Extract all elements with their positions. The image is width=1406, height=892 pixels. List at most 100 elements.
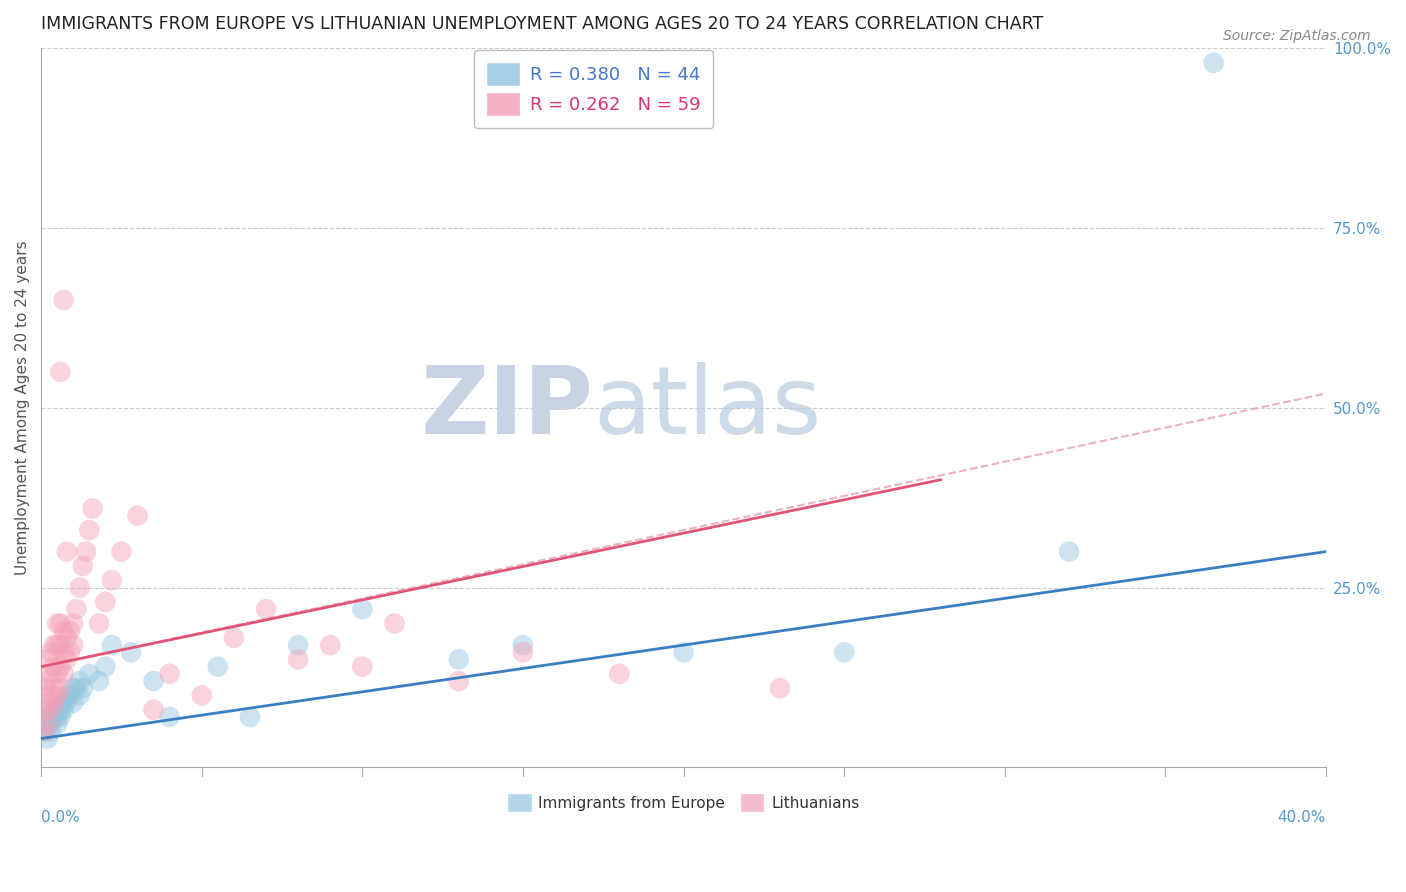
Point — [52, 624, 75, 638]
Point — [56, 696, 79, 710]
Point — [59, 645, 82, 659]
Point — [46, 638, 69, 652]
Point — [65, 681, 87, 696]
Point — [1057, 544, 1080, 558]
Point — [65, 602, 87, 616]
Point — [46, 710, 69, 724]
Point — [159, 710, 181, 724]
Point — [52, 703, 75, 717]
Point — [34, 724, 56, 739]
Text: Source: ZipAtlas.com: Source: ZipAtlas.com — [1223, 29, 1371, 43]
Point — [447, 652, 470, 666]
Point — [254, 602, 277, 616]
Point — [69, 581, 91, 595]
Point — [39, 689, 62, 703]
Point — [46, 717, 69, 731]
Point — [52, 666, 75, 681]
Point — [512, 638, 534, 652]
Point — [37, 696, 59, 710]
Point — [769, 681, 792, 696]
Point — [56, 652, 79, 666]
Y-axis label: Unemployment Among Ages 20 to 24 years: Unemployment Among Ages 20 to 24 years — [15, 241, 30, 575]
Text: atlas: atlas — [593, 362, 823, 454]
Point — [190, 689, 212, 703]
Point — [59, 689, 82, 703]
Point — [49, 703, 72, 717]
Point — [46, 616, 69, 631]
Point — [287, 652, 309, 666]
Point — [159, 666, 181, 681]
Point — [42, 710, 65, 724]
Point — [101, 638, 124, 652]
Point — [79, 666, 101, 681]
Text: ZIP: ZIP — [420, 362, 593, 454]
Point — [52, 645, 75, 659]
Point — [69, 689, 91, 703]
Point — [56, 631, 79, 645]
Point — [239, 710, 262, 724]
Point — [39, 710, 62, 724]
Point — [607, 666, 630, 681]
Point — [59, 624, 82, 638]
Point — [82, 501, 104, 516]
Point — [37, 710, 59, 724]
Point — [101, 574, 124, 588]
Legend: Immigrants from Europe, Lithuanians: Immigrants from Europe, Lithuanians — [502, 789, 866, 817]
Point — [49, 659, 72, 673]
Point — [832, 645, 855, 659]
Point — [62, 696, 84, 710]
Point — [62, 616, 84, 631]
Text: 0.0%: 0.0% — [41, 811, 80, 825]
Point — [49, 681, 72, 696]
Point — [110, 544, 132, 558]
Point — [56, 689, 79, 703]
Point — [42, 696, 65, 710]
Point — [672, 645, 695, 659]
Point — [34, 717, 56, 731]
Point — [222, 631, 245, 645]
Point — [62, 638, 84, 652]
Point — [62, 681, 84, 696]
Text: 40.0%: 40.0% — [1278, 811, 1326, 825]
Point — [46, 703, 69, 717]
Point — [42, 703, 65, 717]
Point — [52, 293, 75, 307]
Text: IMMIGRANTS FROM EUROPE VS LITHUANIAN UNEMPLOYMENT AMONG AGES 20 TO 24 YEARS CORR: IMMIGRANTS FROM EUROPE VS LITHUANIAN UNE… — [41, 15, 1043, 33]
Point — [42, 659, 65, 673]
Point — [37, 731, 59, 746]
Point — [384, 616, 406, 631]
Point — [49, 365, 72, 379]
Point — [49, 710, 72, 724]
Point — [352, 602, 374, 616]
Point — [69, 673, 91, 688]
Point — [75, 544, 97, 558]
Point — [37, 673, 59, 688]
Point — [447, 673, 470, 688]
Point — [37, 652, 59, 666]
Point — [37, 717, 59, 731]
Point — [39, 666, 62, 681]
Point — [39, 724, 62, 739]
Point — [49, 638, 72, 652]
Point — [512, 645, 534, 659]
Point — [1202, 55, 1225, 70]
Point — [42, 681, 65, 696]
Point — [287, 638, 309, 652]
Point — [87, 673, 110, 688]
Point — [207, 659, 229, 673]
Point — [142, 673, 165, 688]
Point — [319, 638, 342, 652]
Point — [46, 689, 69, 703]
Point — [39, 717, 62, 731]
Point — [56, 544, 79, 558]
Point — [34, 681, 56, 696]
Point — [94, 659, 117, 673]
Point — [120, 645, 142, 659]
Point — [34, 703, 56, 717]
Point — [42, 638, 65, 652]
Point — [39, 645, 62, 659]
Point — [142, 703, 165, 717]
Point — [72, 559, 94, 574]
Point — [127, 508, 149, 523]
Point — [49, 696, 72, 710]
